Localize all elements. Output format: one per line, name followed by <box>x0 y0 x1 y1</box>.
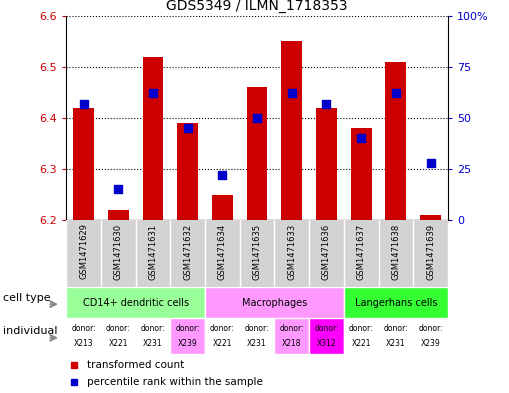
Bar <box>205 318 240 354</box>
Text: CD14+ dendritic cells: CD14+ dendritic cells <box>82 298 189 308</box>
Text: donor:: donor: <box>245 324 269 333</box>
Title: GDS5349 / ILMN_1718353: GDS5349 / ILMN_1718353 <box>166 0 348 13</box>
Bar <box>73 108 94 220</box>
Text: transformed count: transformed count <box>87 360 184 370</box>
Text: GSM1471638: GSM1471638 <box>391 223 401 280</box>
Point <box>253 115 261 121</box>
Text: X231: X231 <box>386 339 406 348</box>
Point <box>322 101 330 107</box>
Text: X213: X213 <box>74 339 93 348</box>
Point <box>218 172 227 178</box>
Text: donor:: donor: <box>418 324 443 333</box>
Bar <box>101 318 135 354</box>
Text: GSM1471635: GSM1471635 <box>252 223 262 279</box>
Text: donor:: donor: <box>314 324 339 333</box>
Bar <box>344 318 379 354</box>
Text: X239: X239 <box>421 339 440 348</box>
Bar <box>281 41 302 220</box>
Text: donor:: donor: <box>71 324 96 333</box>
Bar <box>385 62 406 220</box>
Bar <box>351 128 372 220</box>
Point <box>184 125 192 131</box>
Text: donor:: donor: <box>279 324 304 333</box>
Bar <box>379 318 413 354</box>
Bar <box>420 215 441 220</box>
Text: donor:: donor: <box>210 324 235 333</box>
Text: GSM1471633: GSM1471633 <box>287 223 296 280</box>
Text: GSM1471636: GSM1471636 <box>322 223 331 280</box>
Text: X221: X221 <box>351 339 371 348</box>
Text: percentile rank within the sample: percentile rank within the sample <box>87 377 263 387</box>
Text: X231: X231 <box>143 339 163 348</box>
Point <box>149 90 157 97</box>
Text: GSM1471637: GSM1471637 <box>357 223 365 280</box>
Bar <box>274 318 309 354</box>
Text: GSM1471632: GSM1471632 <box>183 223 192 279</box>
Text: Macrophages: Macrophages <box>242 298 307 308</box>
Bar <box>413 318 448 354</box>
Point <box>79 101 88 107</box>
Text: individual: individual <box>4 326 58 336</box>
Bar <box>316 108 337 220</box>
Point <box>114 186 122 193</box>
Text: Langerhans cells: Langerhans cells <box>355 298 437 308</box>
Bar <box>212 195 233 220</box>
Text: donor:: donor: <box>175 324 200 333</box>
Bar <box>344 287 448 318</box>
Bar <box>143 57 163 220</box>
Text: cell type: cell type <box>4 293 51 303</box>
Point <box>427 160 435 166</box>
Bar <box>66 318 101 354</box>
Bar <box>247 87 267 220</box>
Text: donor:: donor: <box>140 324 165 333</box>
Text: X231: X231 <box>247 339 267 348</box>
Text: donor:: donor: <box>384 324 408 333</box>
Text: X221: X221 <box>213 339 232 348</box>
Text: X218: X218 <box>282 339 301 348</box>
Text: donor:: donor: <box>106 324 130 333</box>
Text: GSM1471630: GSM1471630 <box>114 223 123 279</box>
Text: GSM1471634: GSM1471634 <box>218 223 227 279</box>
Point <box>392 90 400 97</box>
Point <box>357 135 365 141</box>
Text: GSM1471629: GSM1471629 <box>79 223 88 279</box>
Bar <box>177 123 198 220</box>
Bar <box>108 210 129 220</box>
Bar <box>135 318 171 354</box>
Bar <box>240 318 274 354</box>
Text: X239: X239 <box>178 339 197 348</box>
Text: GSM1471631: GSM1471631 <box>149 223 157 279</box>
Bar <box>171 318 205 354</box>
Text: donor:: donor: <box>349 324 374 333</box>
Text: X312: X312 <box>317 339 336 348</box>
Point <box>288 90 296 97</box>
Bar <box>205 287 344 318</box>
Bar <box>66 287 205 318</box>
Bar <box>309 318 344 354</box>
Text: GSM1471639: GSM1471639 <box>426 223 435 279</box>
Text: X221: X221 <box>108 339 128 348</box>
